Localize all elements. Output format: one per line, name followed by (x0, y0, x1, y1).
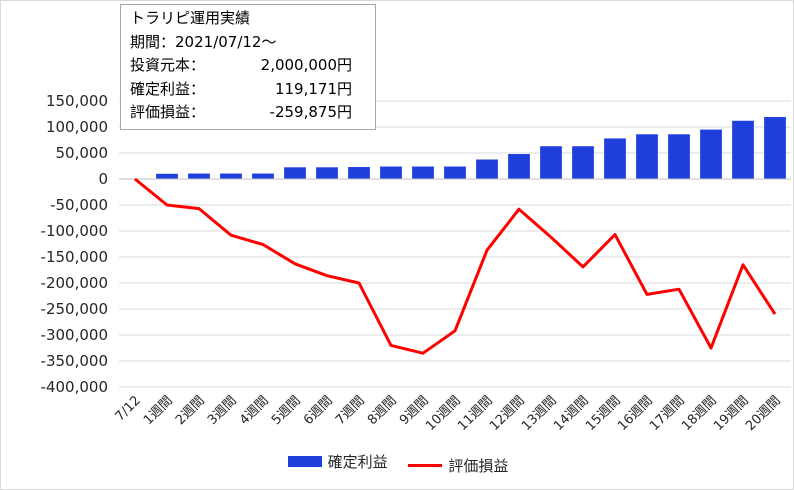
y-tick-label: 0 (98, 170, 108, 188)
y-tick-label: -300,000 (41, 326, 108, 344)
realized-value: 119,171円 (274, 79, 352, 98)
realized-label: 確定利益： (130, 79, 206, 98)
y-tick-label: 150,000 (46, 92, 108, 110)
bar (156, 173, 178, 179)
bar (700, 129, 722, 179)
bar (188, 173, 210, 179)
bar (316, 167, 338, 179)
x-tick-label: 13週間 (519, 393, 560, 434)
x-tick-label: 15週間 (583, 393, 624, 434)
info-realized: 確定利益： 119,171円 (130, 78, 375, 102)
y-tick-label: -350,000 (41, 352, 108, 370)
legend-item-realized: 確定利益 (287, 451, 388, 472)
x-tick-label: 1週間 (141, 393, 176, 428)
unrealized-label: 評価損益： (130, 103, 206, 121)
legend-bar-swatch (287, 456, 322, 467)
line-series (134, 177, 777, 355)
x-tick-label: 8週間 (365, 393, 400, 428)
unrealized-line (134, 177, 777, 355)
x-tick-label: 5週間 (269, 393, 304, 428)
legend-label-unrealized: 評価損益 (448, 457, 509, 475)
x-tick-label: 18週間 (679, 393, 720, 434)
bar (508, 154, 530, 179)
info-period: 期間：2021/07/12～ (130, 31, 375, 55)
y-tick-label: -100,000 (41, 222, 108, 240)
x-tick-label: 3週間 (205, 393, 240, 428)
y-tick-label: -250,000 (41, 300, 108, 318)
bar (476, 159, 498, 179)
x-tick-label: 2週間 (173, 393, 208, 428)
x-tick-label: 10週間 (423, 393, 464, 434)
gridlines (119, 100, 791, 388)
y-tick-label: -200,000 (41, 274, 108, 292)
info-title: トラリピ運用実績 (130, 9, 251, 27)
bar (732, 120, 754, 179)
y-tick-label: 50,000 (56, 144, 109, 162)
unrealized-value: -259,875円 (269, 103, 352, 121)
x-tick-label: 7/12 (113, 393, 144, 424)
legend-label-realized: 確定利益 (327, 453, 388, 471)
y-tick-label: -150,000 (41, 248, 108, 266)
bar (572, 146, 594, 179)
bar (380, 166, 402, 179)
legend-item-unrealized: 評価損益 (408, 455, 508, 476)
info-principal: 投資元本： 2,000,000円 (130, 54, 375, 78)
principal-value: 2,000,000円 (260, 56, 352, 74)
bar (252, 173, 274, 179)
bar (764, 117, 786, 179)
chart: 150,000 100,000 50,000 0 -50,000 -100,000 -150… (41, 92, 791, 434)
x-tick-label: 17週間 (647, 393, 688, 434)
info-box: トラリピ運用実績 期間：2021/07/12～ 投資元本： 2,000,000円 … (120, 4, 376, 130)
bar (412, 166, 434, 179)
info-unrealized: 評価損益： -259,875円 (130, 101, 375, 125)
x-tick-label: 19週間 (711, 393, 752, 434)
bar (220, 173, 242, 179)
x-tick-label: 14週間 (551, 393, 592, 434)
x-tick-label: 11週間 (455, 393, 496, 434)
legend-line-swatch (408, 464, 443, 467)
y-tick-label: -400,000 (41, 378, 108, 396)
y-tick-labels: 150,000 100,000 50,000 0 -50,000 -100,000 -150… (41, 92, 108, 396)
x-tick-label: 4週間 (237, 393, 272, 428)
x-tick-label: 6週間 (301, 393, 336, 428)
period-label: 期間： (130, 32, 176, 51)
y-tick-label: 100,000 (46, 118, 108, 136)
principal-label: 投資元本： (130, 56, 206, 74)
bar (284, 167, 306, 179)
x-tick-label: 12週間 (487, 393, 528, 434)
bar (540, 146, 562, 179)
bar-series (156, 117, 786, 179)
bar (668, 134, 690, 179)
x-tick-label: 20週間 (743, 393, 784, 434)
bar (444, 166, 466, 179)
period-value: 2021/07/12～ (175, 32, 277, 51)
bar (604, 138, 626, 179)
x-tick-label: 7週間 (333, 393, 368, 428)
bar (348, 167, 370, 179)
x-tick-labels: 7/121週間2週間3週間4週間5週間6週間7週間8週間9週間10週間11週間1… (113, 393, 784, 434)
legend: 確定利益 評価損益 (1, 451, 794, 476)
y-tick-label: -50,000 (50, 196, 108, 214)
x-tick-label: 16週間 (615, 393, 656, 434)
bar (636, 134, 658, 179)
